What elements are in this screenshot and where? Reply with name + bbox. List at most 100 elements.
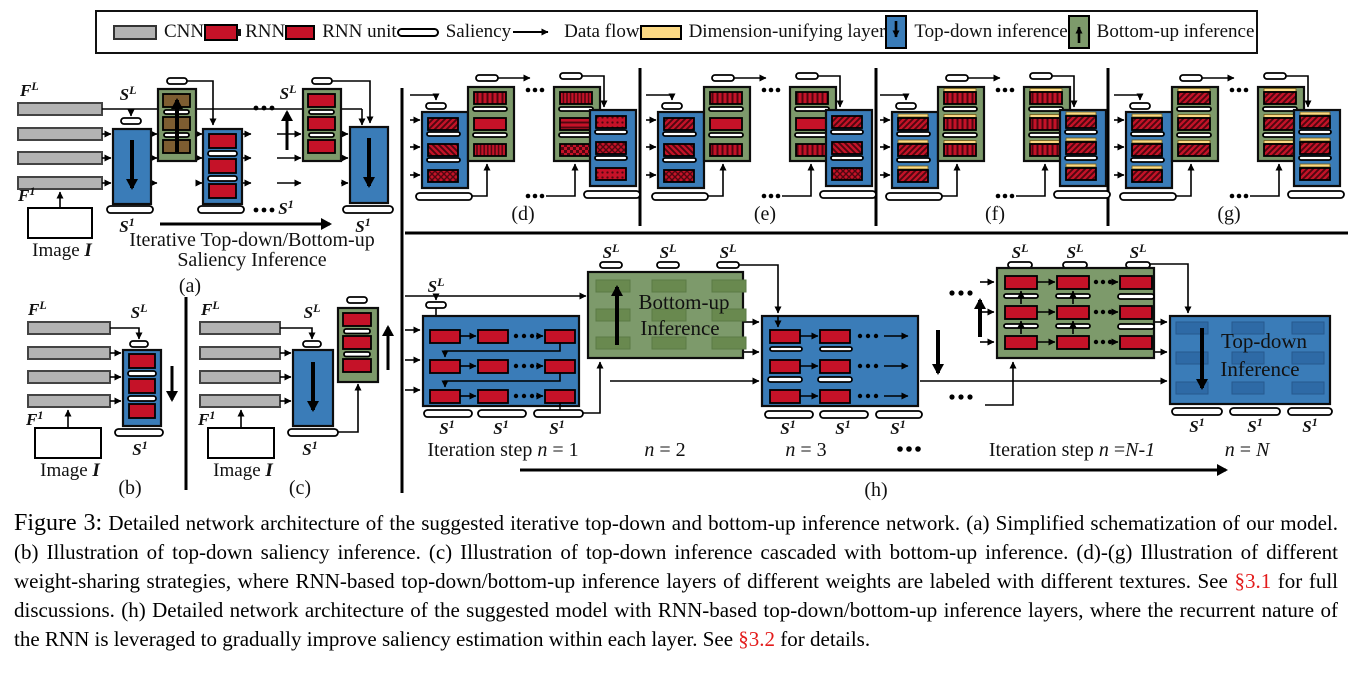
rnn-unit <box>1065 167 1097 181</box>
saliency-pill <box>1029 72 1053 80</box>
label-FL: FL <box>200 298 220 319</box>
saliency-pill <box>472 106 508 112</box>
label-S1: S1 <box>302 438 317 459</box>
up-arrow-icon <box>1075 26 1083 43</box>
caption-text: for details. <box>775 627 871 651</box>
label-F1: F1 <box>17 184 35 205</box>
legend-item-rnn-unit: RNN unit <box>285 21 397 43</box>
rnn-unit <box>307 139 336 154</box>
data-flow-wires <box>646 74 844 197</box>
saliency-pill <box>1229 407 1281 416</box>
panel-a: FL F1 Image I SL <box>17 77 394 297</box>
saliency-pill <box>1262 132 1298 138</box>
legend-label: RNN <box>245 21 286 42</box>
saliency-pill <box>287 428 339 437</box>
label-SL: SL <box>603 241 620 262</box>
label-S1: S1 <box>1247 415 1262 436</box>
dimension-unifying-strip <box>943 88 977 92</box>
top-down-inference-title-line2: Inference <box>1220 357 1299 381</box>
saliency-pill <box>207 150 238 157</box>
saliency-pill <box>594 155 628 161</box>
dimension-unifying-strip <box>1177 114 1211 118</box>
rnn-unit <box>342 358 372 373</box>
saliency-pill <box>651 192 709 201</box>
rnn-unit <box>427 143 459 157</box>
data-flow-wires <box>880 74 1078 197</box>
saliency-pill <box>106 205 154 214</box>
rnn-unit <box>1177 143 1211 157</box>
saliency-pill <box>594 129 628 135</box>
label-S1: S1 <box>835 417 850 438</box>
legend-item-dimension-unifying: Dimension-unifying layer <box>639 21 885 43</box>
saliency-pill <box>1176 132 1212 138</box>
saliency-pill <box>896 157 931 163</box>
saliency-pill <box>426 131 461 137</box>
cnn-layer-bar <box>17 151 103 165</box>
legend-label: Top-down inference <box>914 21 1068 42</box>
dimension-unifying-strip <box>1263 88 1297 92</box>
saliency-pill <box>475 74 499 82</box>
bottom-up-inference-title-line2: Inference <box>640 316 719 340</box>
input-image-box <box>207 427 275 459</box>
rnn-unit <box>559 143 593 157</box>
rnn-unit <box>1263 143 1297 157</box>
image-label: Image I <box>32 240 92 261</box>
bottom-up-inference-title-line1: Bottom-up <box>638 290 729 314</box>
rnn-unit <box>709 143 743 157</box>
cnn-layer-bar <box>199 346 281 360</box>
caption-text: Detailed network architecture of the sug… <box>14 511 1339 593</box>
rnn-unit <box>128 353 156 369</box>
saliency-pill <box>127 395 157 402</box>
label-S1: S1 <box>355 215 370 236</box>
rnn-unit-swatch-icon <box>285 24 316 40</box>
section-ref-3-1[interactable]: §3.1 <box>1234 569 1272 593</box>
saliency-pill <box>1053 190 1111 199</box>
saliency-pill <box>477 409 527 418</box>
legend-label: Bottom-up inference <box>1096 21 1255 42</box>
label-SL: SL <box>1012 241 1029 262</box>
dimension-unifying-strip <box>1299 111 1331 116</box>
saliency-pill <box>1064 129 1098 135</box>
legend-label: Data flow <box>564 21 640 42</box>
saliency-pill <box>533 409 584 418</box>
saliency-pill <box>558 106 594 112</box>
legend-item-bottom-up: Bottom-up inference <box>1067 15 1255 49</box>
label-S1: S1 <box>549 417 564 438</box>
label-S1: S1 <box>890 417 905 438</box>
rnn-unit <box>663 143 695 157</box>
step-label-nN1: Iteration step n =N-1 <box>989 439 1155 461</box>
label-F1: F1 <box>25 408 43 429</box>
saliency-pill <box>583 190 641 199</box>
saliency-pill <box>1298 155 1332 161</box>
saliency-pill <box>1287 407 1333 416</box>
saliency-pill <box>1298 129 1332 135</box>
dimension-unifying-strip <box>897 113 929 118</box>
section-ref-3-2[interactable]: §3.2 <box>738 627 776 651</box>
flow-caption-line1: Iterative Top-down/Bottom-up <box>129 229 374 251</box>
cnn-layer-bar <box>27 370 111 384</box>
ellipsis-dots <box>761 87 781 199</box>
label-SL: SL <box>131 301 148 322</box>
rnn-unit <box>1177 91 1211 105</box>
step-label-n3: n = 3 <box>785 439 826 461</box>
dimension-unifying-swatch-icon <box>639 24 682 40</box>
dimension-unifying-strip <box>897 139 929 144</box>
saliency-pill <box>342 205 394 214</box>
rnn-unit <box>1029 117 1063 131</box>
legend-item-saliency: Saliency <box>396 21 511 43</box>
dimension-unifying-strip <box>1263 114 1297 118</box>
saliency-pill <box>1171 407 1223 416</box>
saliency-pill <box>302 340 322 348</box>
label-S1: S1 <box>1302 415 1317 436</box>
label-SL: SL <box>660 241 677 262</box>
data-flow-wires <box>410 74 608 197</box>
saliency-pill <box>795 72 819 80</box>
saliency-pill <box>1064 155 1098 161</box>
cnn-layer-bar <box>27 394 111 408</box>
saliency-pill <box>1130 131 1165 137</box>
legend: CNN RNN RNN unit Saliency Data flow Dime… <box>95 10 1258 54</box>
top-down-swatch-icon <box>885 15 908 49</box>
rnn-unit <box>595 141 627 155</box>
image-label: Image I <box>213 460 273 481</box>
panel-c: FL F1 Image I SL S1 (c) <box>197 296 394 499</box>
